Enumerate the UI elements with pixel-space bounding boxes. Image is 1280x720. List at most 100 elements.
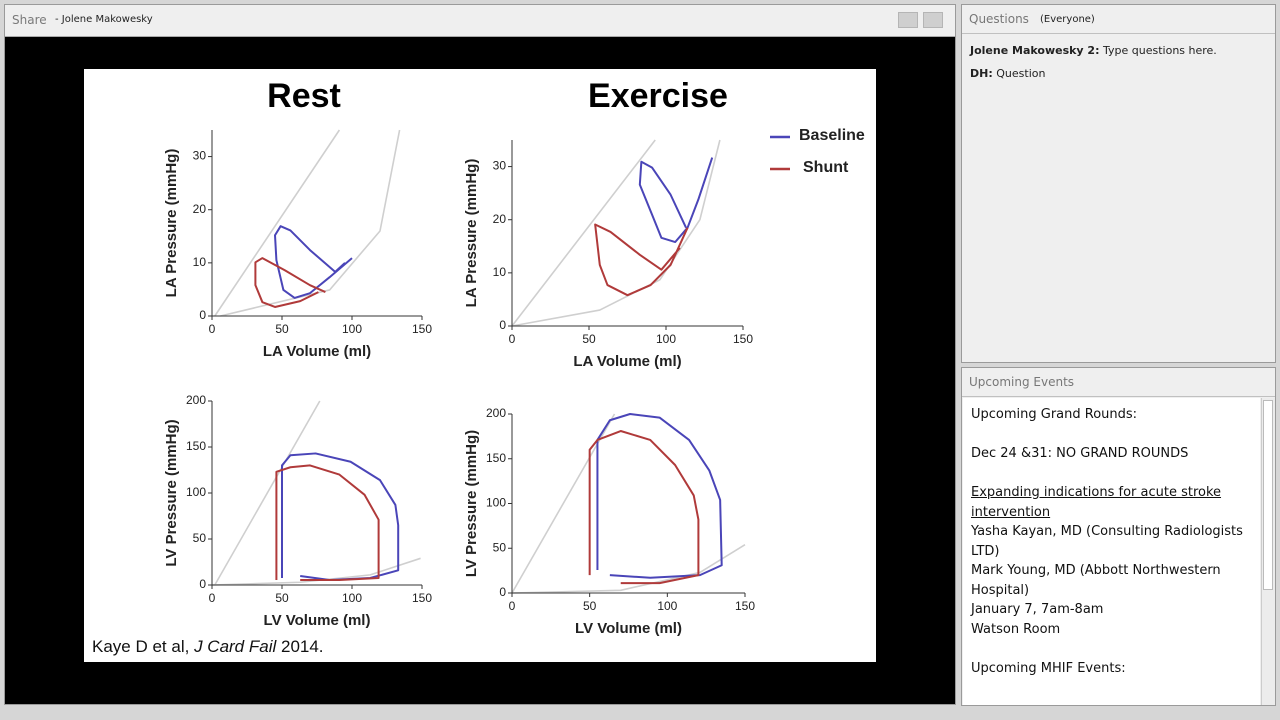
x-tick-label: 0 — [209, 322, 216, 336]
reference-line — [214, 400, 321, 586]
event-line: January 7, 7am-8am — [971, 602, 1104, 617]
x-tick-label: 50 — [583, 599, 597, 613]
citation-journal: J Card Fail — [193, 637, 277, 656]
x-tick-label: 150 — [735, 599, 755, 613]
pv-loop — [274, 225, 353, 299]
event-line: Upcoming MHIF Events: — [971, 660, 1126, 676]
legend-label: Shunt — [803, 159, 849, 176]
pod-title: Questions — [969, 12, 1029, 26]
x-tick-label: 100 — [342, 322, 362, 336]
y-tick-label: 100 — [186, 485, 206, 499]
reference-line — [511, 139, 721, 327]
pv-loop — [588, 430, 700, 585]
x-tick-label: 50 — [582, 332, 596, 346]
x-axis-label: LV Volume (ml) — [575, 620, 682, 637]
reference-line — [220, 129, 401, 317]
question-text: Type questions here. — [1103, 44, 1217, 57]
y-axis-label: LA Pressure (mmHg) — [163, 149, 180, 298]
reference-line — [211, 557, 421, 586]
y-tick-label: 150 — [486, 451, 506, 465]
pv-loop — [254, 257, 326, 308]
x-tick-label: 150 — [412, 591, 432, 605]
event-line: Watson Room — [971, 621, 1061, 637]
events-content: Upcoming Grand Rounds: Dec 24 &31: NO GR… — [963, 398, 1260, 705]
event-group: Upcoming MHIF Events: — [971, 659, 1253, 679]
scrollbar[interactable] — [1261, 398, 1275, 705]
citation-authors: Kaye D et al, — [92, 637, 189, 656]
x-tick-label: 150 — [733, 332, 753, 346]
x-axis-label: LA Volume (ml) — [573, 353, 681, 370]
citation: Kaye D et al, J Card Fail 2014. — [92, 637, 324, 656]
y-tick-label: 10 — [193, 255, 207, 269]
y-tick-label: 0 — [499, 318, 506, 332]
event-line: Yasha Kayan, MD (Consulting Radiologists… — [971, 524, 1243, 559]
y-tick-label: 50 — [193, 531, 207, 545]
question-text: Question — [996, 67, 1046, 80]
y-tick-label: 30 — [493, 159, 507, 173]
pod-title: Share — [12, 13, 47, 27]
slide: Rest Exercise Kaye D et al, J Card Fail … — [84, 69, 876, 662]
legend-label: Baseline — [799, 127, 865, 144]
question-scope: (Everyone) — [1040, 14, 1095, 25]
x-tick-label: 100 — [657, 599, 677, 613]
pod-header: Questions (Everyone) — [962, 5, 1275, 34]
x-tick-label: 0 — [509, 599, 516, 613]
y-tick-label: 0 — [199, 577, 206, 591]
y-tick-label: 200 — [186, 393, 206, 407]
citation-year: 2014. — [281, 637, 324, 656]
event-line: Dec 24 &31: NO GRAND ROUNDS — [971, 446, 1189, 461]
question-author: DH: — [970, 67, 993, 80]
events-text: Upcoming Grand Rounds: Dec 24 &31: NO GR… — [971, 405, 1253, 698]
slide-heading: Rest — [267, 77, 341, 115]
x-tick-label: 150 — [412, 322, 432, 336]
y-tick-label: 100 — [486, 496, 506, 510]
fullscreen-button[interactable] — [923, 12, 943, 28]
event-line: Mark Young, MD (Abbott Northwestern Hosp… — [971, 563, 1221, 598]
y-tick-label: 50 — [493, 540, 507, 554]
y-tick-label: 0 — [499, 585, 506, 599]
pv-loop — [275, 464, 380, 582]
question: DH: Question — [970, 67, 1045, 80]
y-tick-label: 10 — [493, 265, 507, 279]
share-bar: Share - Jolene Makowesky — [5, 5, 955, 37]
y-tick-label: 200 — [486, 406, 506, 420]
slide-heading: Exercise — [588, 77, 728, 115]
y-tick-label: 150 — [186, 439, 206, 453]
pv-loop — [594, 223, 689, 297]
questions-pod: Questions (Everyone) Jolene Makowesky 2:… — [961, 4, 1276, 363]
y-tick-label: 20 — [193, 202, 207, 216]
event-line: Upcoming Grand Rounds: — [971, 407, 1138, 422]
x-tick-label: 50 — [275, 591, 289, 605]
y-axis-label: LV Pressure (mmHg) — [163, 419, 180, 566]
y-tick-label: 30 — [193, 149, 207, 163]
x-tick-label: 50 — [275, 322, 289, 336]
event-title[interactable]: Expanding indications for acute stroke i… — [971, 485, 1222, 520]
presenter-name: - Jolene Makowesky — [55, 14, 153, 25]
y-axis-label: LV Pressure (mmHg) — [463, 430, 480, 577]
pv-loop — [638, 157, 714, 244]
pod-header: Upcoming Events — [962, 368, 1275, 397]
y-tick-label: 20 — [493, 212, 507, 226]
pod-title: Upcoming Events — [969, 375, 1075, 389]
question: Jolene Makowesky 2: Type questions here. — [970, 44, 1217, 57]
y-axis-label: LA Pressure (mmHg) — [463, 159, 480, 308]
reference-line — [511, 139, 656, 327]
event-group: Dec 24 &31: NO GRAND ROUNDS — [971, 444, 1253, 464]
x-tick-label: 0 — [509, 332, 516, 346]
slide-background — [84, 69, 876, 662]
y-tick-label: 0 — [199, 308, 206, 322]
x-tick-label: 100 — [656, 332, 676, 346]
question-author: Jolene Makowesky 2: — [970, 44, 1100, 57]
scroll-thumb[interactable] — [1263, 400, 1273, 590]
event-group: Expanding indications for acute stroke i… — [971, 483, 1253, 639]
events-pod: Upcoming Events Upcoming Grand Rounds: D… — [961, 367, 1276, 706]
reference-line — [214, 129, 341, 317]
share-pod: Share - Jolene Makowesky Rest Exercise K… — [4, 4, 956, 705]
event-group: Upcoming Grand Rounds: — [971, 405, 1253, 425]
layout-button[interactable] — [898, 12, 918, 28]
x-axis-label: LV Volume (ml) — [264, 612, 371, 629]
x-axis-label: LA Volume (ml) — [263, 343, 371, 360]
x-tick-label: 100 — [342, 591, 362, 605]
x-tick-label: 0 — [209, 591, 216, 605]
